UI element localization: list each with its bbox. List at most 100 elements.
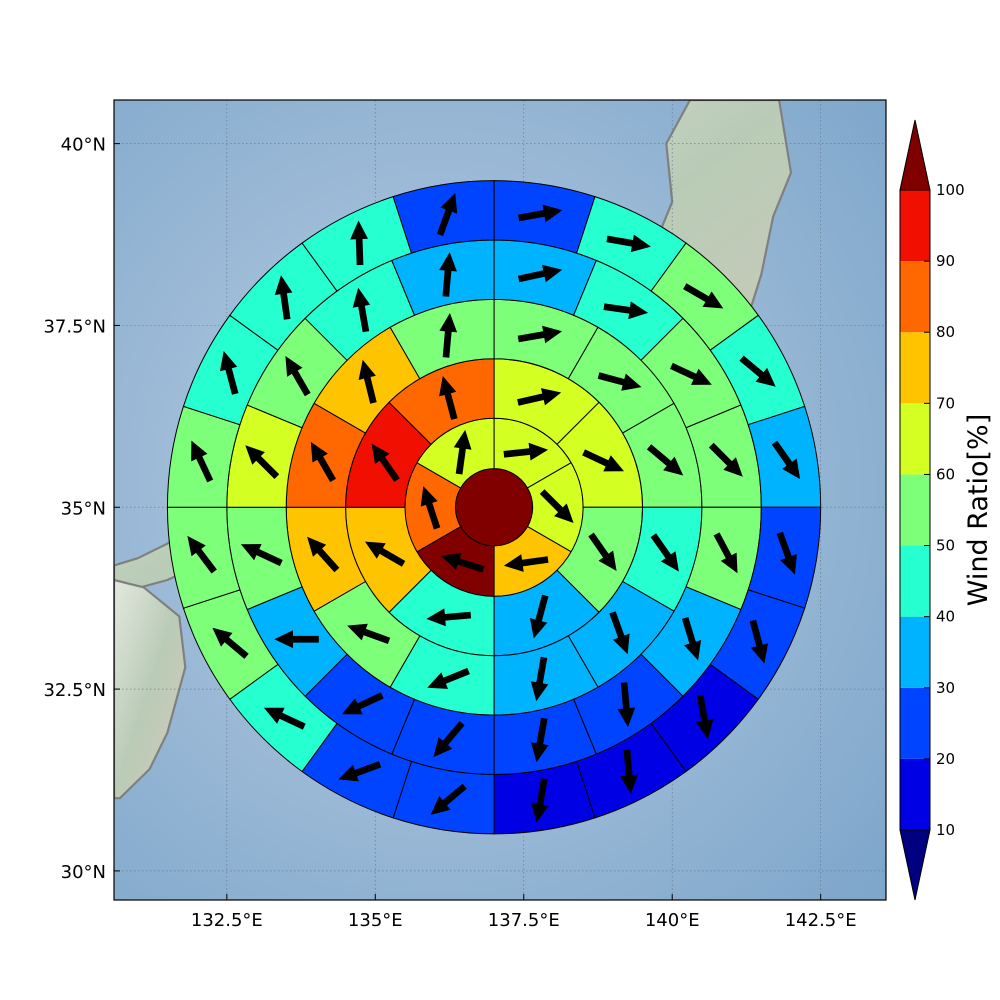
ring-4-arrow-8 [433,721,465,758]
colorbar-frame [899,189,931,831]
ring-5-arrow-10 [430,783,467,815]
colorbar-segment [900,261,930,333]
wind-sectors [166,180,822,835]
ring-5-arrow-18 [350,220,368,266]
ring-2-arrow-0 [517,388,562,406]
colorbar-tick-label: 30 [936,679,955,697]
ring-5-arrow-11 [338,761,382,782]
ring-5-arrow-7 [695,694,714,740]
ring-1-arrow-3 [441,553,485,573]
ring-1-arrow-2 [503,554,549,572]
ring-4-arrow-0 [517,264,563,283]
ring-1-arrow-0 [503,442,549,461]
ring-1-arrow-5 [453,429,472,475]
colorbar-segment [900,190,930,262]
wind-arrows [187,193,801,823]
ring-3-arrow-11 [439,313,458,358]
ring-5-arrow-17 [274,275,293,320]
y-tick-label: 32.5°N [43,680,106,701]
ring-5-arrow-5 [776,531,797,575]
y-tick-label: 37.5°N [43,316,106,337]
ring-3-arrow-6 [427,667,470,689]
ring-2-arrow-2 [588,532,617,571]
ring-4-arrow-15 [439,252,457,297]
ring-4-arrow-2 [670,362,712,385]
ring-2-arrow-4 [426,608,472,627]
colorbar-tick-label: 40 [936,608,955,626]
ring-4-arrow-6 [617,682,636,727]
colorbar-segment [900,616,930,688]
ring-3-arrow-7 [347,623,391,644]
ring-5-arrow-3 [739,355,776,387]
x-tick-label: 135°E [348,910,403,931]
ring-5-arrow-12 [263,707,306,730]
ring-4-arrow-5 [681,617,702,661]
ring-4-arrow-11 [240,544,283,567]
map-frame [113,99,887,901]
ring-3-arrow-0 [517,325,563,344]
ring-3-arrow-10 [358,359,377,404]
colorbar-segment [900,545,930,617]
ring-4-arrow-7 [531,717,549,763]
ring-2-arrow-7 [439,376,458,420]
colorbar-segment [900,687,930,759]
x-tick-label: 132.5°E [191,910,263,931]
ring-5-arrow-19 [436,193,458,237]
colorbar-tick-label: 80 [936,323,955,341]
ring-5-arrow-8 [620,749,638,794]
colorbar: 10 20 30 40 50 60 70 80 90 100 Wind Ratio[%] [899,119,994,901]
ring-5-arrow-14 [187,535,217,574]
x-tick-label: 142.5°E [785,910,857,931]
colorbar-tick-label: 90 [936,252,955,270]
ring-4-arrow-1 [603,301,649,320]
ring-4-arrow-10 [274,630,319,649]
colorbar-segment [900,403,930,475]
ring-5-arrow-2 [683,283,724,309]
colorbar-tick-label: 70 [936,394,955,412]
map-axis-ticks: 132.5°E 135°E 137.5°E 140°E 142.5°E 30°N 32.5°… [43,135,856,931]
colorbar-tick-label: 50 [936,537,955,555]
colorbar-segment [900,332,930,404]
ring-3-arrow-3 [650,533,679,572]
colorbar-tick-label: 10 [936,821,955,839]
x-tick-label: 137.5°E [488,910,560,931]
map-area [114,100,886,900]
ring-3-arrow-5 [530,656,549,702]
colorbar-tick-label: 60 [936,465,955,483]
ring-4-arrow-12 [245,445,280,479]
ring-3-arrow-2 [646,444,684,476]
colorbar-label: Wind Ratio[%] [963,414,994,606]
ring-3-arrow-1 [597,372,642,391]
colorbar-tick-label: 100 [936,181,965,199]
ring-4-arrow-14 [352,287,371,333]
x-tick-label: 140°E [645,910,700,931]
ring-5-arrow-16 [220,351,239,395]
colorbar-tick-label: 20 [936,750,955,768]
ring-3-arrow-9 [310,441,336,483]
ring-5-arrow-9 [531,778,549,823]
ring-3-arrow-4 [609,611,630,655]
ring-5-arrow-4 [771,440,801,480]
ring-2-arrow-3 [530,594,549,639]
ring-2-arrow-5 [365,541,406,567]
ring-4-arrow-4 [713,532,738,574]
ring-4-arrow-3 [708,442,743,477]
ring-5-arrow-1 [606,234,651,253]
y-tick-label: 30°N [61,862,106,883]
kyushu-land [114,578,187,800]
ring-5-arrow-6 [749,619,769,664]
ring-3-arrow-8 [307,536,340,573]
ring-4-arrow-13 [285,356,311,397]
colorbar-segment [900,474,930,546]
ring-2-arrow-1 [582,449,624,472]
ring-1-arrow-1 [539,489,574,523]
colorbar-segment [900,758,930,830]
y-tick-label: 40°N [61,135,106,156]
ring-1-arrow-4 [420,486,441,530]
y-tick-label: 35°N [61,498,106,519]
ring-5-arrow-15 [191,440,214,483]
colorbar-over-extension [899,119,931,191]
ring-5-arrow-0 [518,204,563,223]
ring-5-arrow-13 [212,627,249,659]
